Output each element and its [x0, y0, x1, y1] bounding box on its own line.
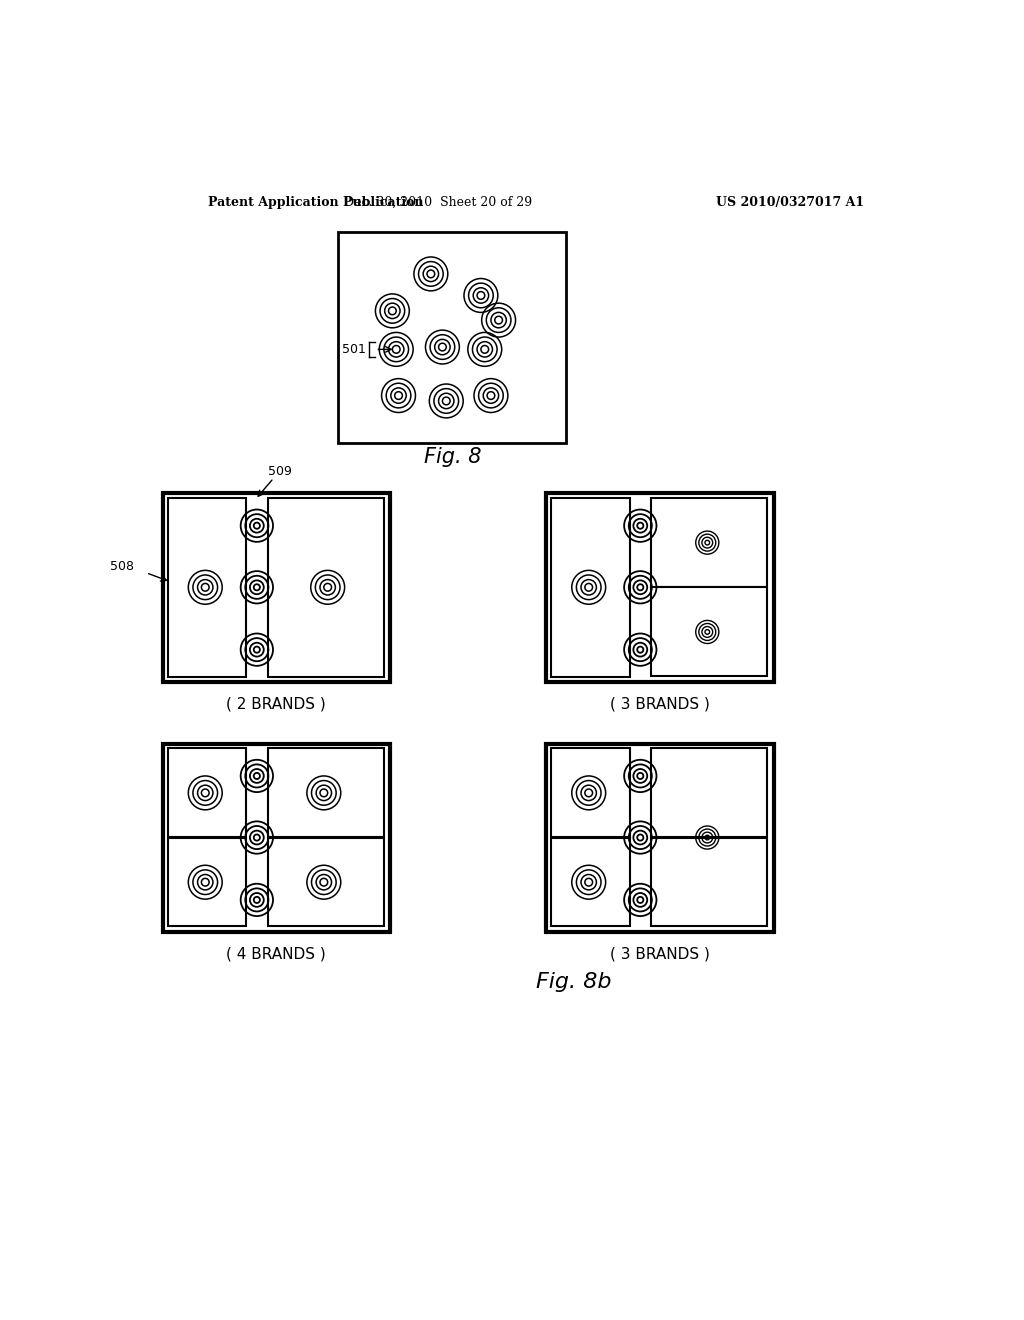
Text: Fig. 8b: Fig. 8b: [536, 973, 611, 993]
Text: ( 2 BRANDS ): ( 2 BRANDS ): [226, 696, 326, 711]
Bar: [651, 587, 767, 676]
Bar: [651, 748, 767, 837]
Bar: [547, 743, 773, 932]
Text: Dec. 30, 2010  Sheet 20 of 29: Dec. 30, 2010 Sheet 20 of 29: [344, 195, 532, 209]
Bar: [168, 498, 246, 677]
Bar: [267, 498, 384, 677]
Text: 501: 501: [342, 343, 366, 356]
Bar: [163, 743, 390, 932]
Text: ( 3 BRANDS ): ( 3 BRANDS ): [609, 946, 710, 961]
Bar: [163, 494, 390, 682]
Bar: [547, 494, 773, 682]
Bar: [551, 838, 630, 927]
Text: Fig. 8: Fig. 8: [424, 447, 481, 467]
Bar: [651, 498, 767, 586]
Bar: [651, 838, 767, 927]
Bar: [551, 748, 630, 837]
Text: 508: 508: [110, 560, 134, 573]
Bar: [168, 838, 246, 927]
Bar: [267, 838, 384, 927]
Bar: [168, 748, 246, 837]
Text: Patent Application Publication: Patent Application Publication: [208, 195, 423, 209]
Text: 509: 509: [268, 465, 292, 478]
Text: US 2010/0327017 A1: US 2010/0327017 A1: [716, 195, 864, 209]
Bar: [339, 231, 565, 444]
Text: ( 3 BRANDS ): ( 3 BRANDS ): [609, 696, 710, 711]
Bar: [267, 748, 384, 837]
Text: ( 4 BRANDS ): ( 4 BRANDS ): [226, 946, 326, 961]
Bar: [551, 498, 630, 677]
